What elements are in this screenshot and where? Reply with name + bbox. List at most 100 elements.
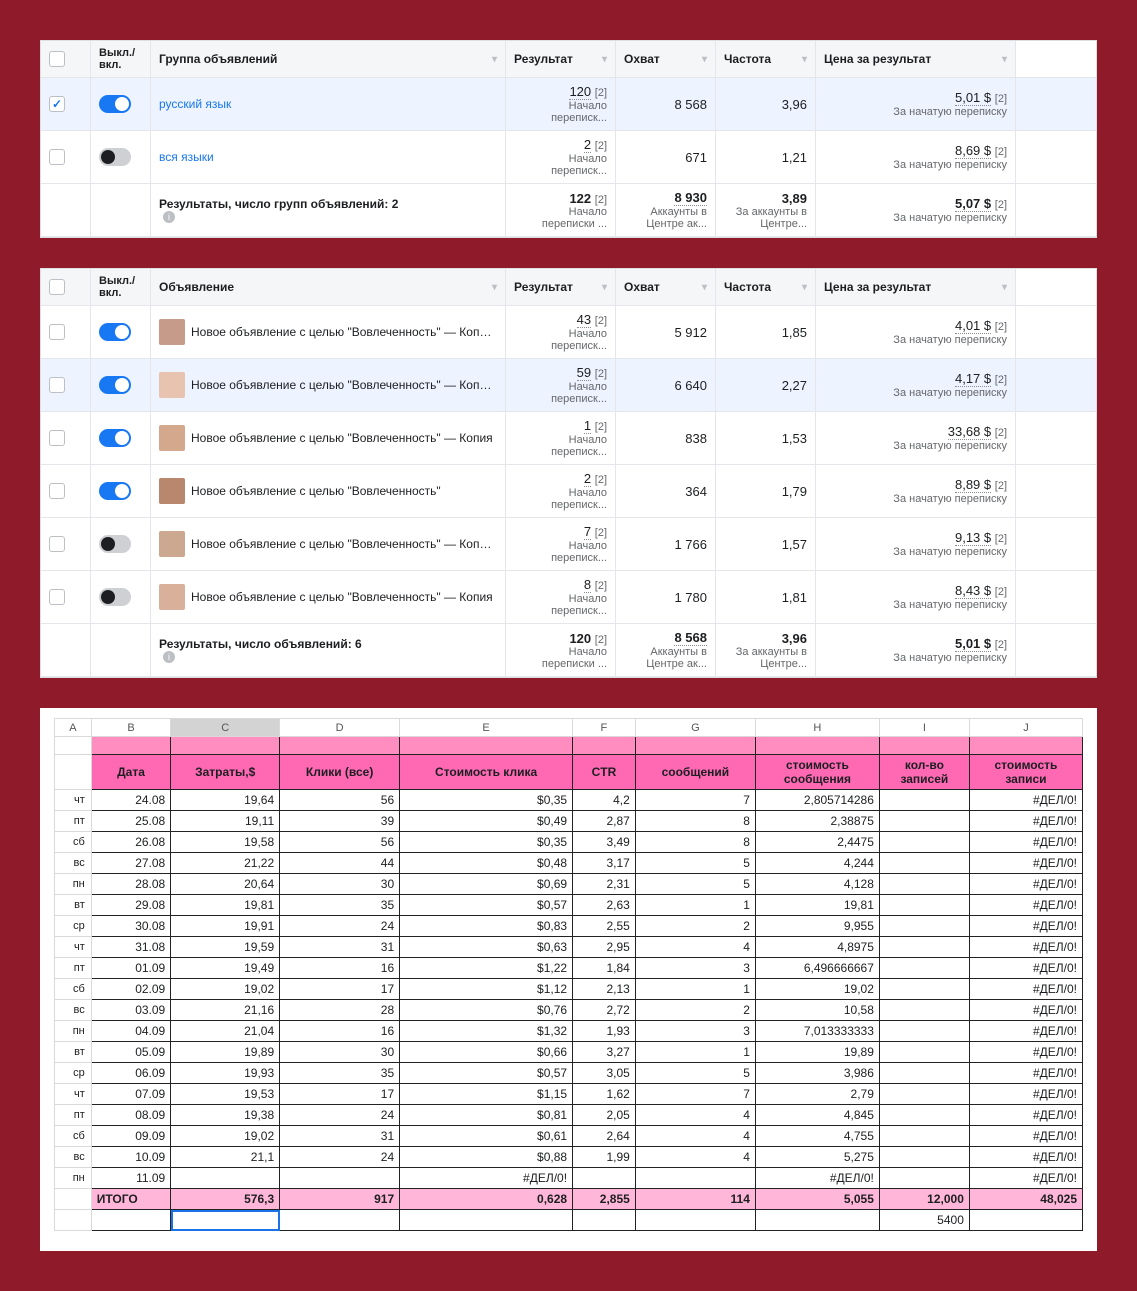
sheet-cell[interactable]: 4,2 bbox=[573, 790, 636, 811]
sheet-cell[interactable]: $0,35 bbox=[400, 832, 573, 853]
sheet-cell[interactable]: 1,62 bbox=[573, 1084, 636, 1105]
sheet-cell[interactable]: 2,95 bbox=[573, 937, 636, 958]
sheet-cell[interactable]: $0,49 bbox=[400, 811, 573, 832]
sheet-cell[interactable]: 19,81 bbox=[171, 895, 280, 916]
sheet-cell[interactable]: 20,64 bbox=[171, 874, 280, 895]
row-toggle[interactable] bbox=[91, 131, 151, 183]
row-checkbox[interactable] bbox=[41, 78, 91, 130]
sheet-cell[interactable]: 2,805714286 bbox=[755, 790, 879, 811]
sheet-cell[interactable]: 31 bbox=[280, 1126, 400, 1147]
sheet-cell[interactable]: 21,04 bbox=[171, 1021, 280, 1042]
sheet-cell[interactable] bbox=[755, 1210, 879, 1231]
sheet-cell[interactable]: 114 bbox=[635, 1189, 755, 1210]
row-checkbox[interactable] bbox=[41, 465, 91, 517]
sheet-cell[interactable]: 1 bbox=[635, 979, 755, 1000]
name-header[interactable]: Группа объявлений▾ bbox=[151, 41, 506, 77]
adset-name[interactable]: вся языки bbox=[159, 150, 497, 164]
sheet-cell[interactable]: #ДЕЛ/0! bbox=[969, 853, 1082, 874]
sheet-cell[interactable]: 04.09 bbox=[91, 1021, 170, 1042]
sheet-cell[interactable]: 07.09 bbox=[91, 1084, 170, 1105]
sheet-cell[interactable]: 9,955 bbox=[755, 916, 879, 937]
cpr-header[interactable]: Цена за результат▾ bbox=[816, 269, 1016, 305]
sheet-cell[interactable]: 24 bbox=[280, 1147, 400, 1168]
sheet-cell[interactable]: #ДЕЛ/0! bbox=[969, 874, 1082, 895]
sheet-cell[interactable]: #ДЕЛ/0! bbox=[969, 937, 1082, 958]
sheet-cell[interactable]: 19,53 bbox=[171, 1084, 280, 1105]
sheet-cell[interactable]: 4 bbox=[635, 937, 755, 958]
sheet-cell[interactable]: 8 bbox=[635, 811, 755, 832]
col-letter[interactable]: A bbox=[55, 719, 92, 737]
sheet-cell[interactable]: 2,72 bbox=[573, 1000, 636, 1021]
sheet-cell[interactable]: 4 bbox=[635, 1147, 755, 1168]
sheet-cell[interactable] bbox=[879, 853, 969, 874]
sheet-cell[interactable]: 19,59 bbox=[171, 937, 280, 958]
row-checkbox[interactable] bbox=[41, 518, 91, 570]
sheet-cell[interactable]: 35 bbox=[280, 895, 400, 916]
sheet-cell[interactable]: 5 bbox=[635, 853, 755, 874]
sheet-cell[interactable]: $0,57 bbox=[400, 1063, 573, 1084]
result-header[interactable]: Результат▾ bbox=[506, 269, 616, 305]
sheet-cell[interactable]: ИТОГО bbox=[91, 1189, 170, 1210]
reach-header[interactable]: Охват▾ bbox=[616, 41, 716, 77]
sheet-cell[interactable]: 39 bbox=[280, 811, 400, 832]
sheet-cell[interactable]: 06.09 bbox=[91, 1063, 170, 1084]
sheet-cell[interactable] bbox=[879, 937, 969, 958]
sheet-cell[interactable]: #ДЕЛ/0! bbox=[969, 811, 1082, 832]
info-icon[interactable]: i bbox=[163, 651, 175, 663]
sheet-cell[interactable]: 2,4475 bbox=[755, 832, 879, 853]
sheet-cell[interactable] bbox=[879, 916, 969, 937]
sheet-cell[interactable]: #ДЕЛ/0! bbox=[969, 1042, 1082, 1063]
sheet-cell[interactable]: 27.08 bbox=[91, 853, 170, 874]
sheet-cell[interactable]: #ДЕЛ/0! bbox=[969, 1021, 1082, 1042]
sheet-cell[interactable]: 19,02 bbox=[171, 979, 280, 1000]
sheet-cell[interactable]: 2,63 bbox=[573, 895, 636, 916]
sheet-cell[interactable]: 8 bbox=[635, 832, 755, 853]
sheet-cell[interactable] bbox=[879, 1168, 969, 1189]
sheet-cell[interactable]: 2,855 bbox=[573, 1189, 636, 1210]
sheet-cell[interactable] bbox=[879, 811, 969, 832]
sheet-cell[interactable] bbox=[573, 1210, 636, 1231]
sheet-cell[interactable]: 2,79 bbox=[755, 1084, 879, 1105]
sheet-cell[interactable]: #ДЕЛ/0! bbox=[969, 832, 1082, 853]
sheet-cell[interactable]: 7 bbox=[635, 790, 755, 811]
dropdown-icon[interactable]: ▾ bbox=[492, 54, 497, 65]
sheet-cell[interactable]: 21,22 bbox=[171, 853, 280, 874]
sheet-cell[interactable] bbox=[879, 979, 969, 1000]
sheet-cell[interactable]: 19,11 bbox=[171, 811, 280, 832]
sheet-cell[interactable]: $1,22 bbox=[400, 958, 573, 979]
sheet-cell[interactable]: 16 bbox=[280, 958, 400, 979]
sheet-cell[interactable]: 35 bbox=[280, 1063, 400, 1084]
sheet-cell[interactable]: 10,58 bbox=[755, 1000, 879, 1021]
sheet-cell[interactable]: 48,025 bbox=[969, 1189, 1082, 1210]
sheet-cell[interactable]: $0,76 bbox=[400, 1000, 573, 1021]
ad-name[interactable]: Новое объявление с целью "Вовлеченность"… bbox=[191, 378, 497, 392]
sheet-cell[interactable]: #ДЕЛ/0! bbox=[969, 1147, 1082, 1168]
sheet-cell[interactable]: 5,055 bbox=[755, 1189, 879, 1210]
sheet-cell[interactable]: 30 bbox=[280, 874, 400, 895]
col-letter[interactable]: C bbox=[171, 719, 280, 737]
sheet-cell[interactable]: 30.08 bbox=[91, 916, 170, 937]
sheet-cell[interactable] bbox=[879, 1042, 969, 1063]
row-toggle[interactable] bbox=[91, 78, 151, 130]
sheet-cell[interactable]: 01.09 bbox=[91, 958, 170, 979]
sheet-cell[interactable]: #ДЕЛ/0! bbox=[969, 1084, 1082, 1105]
sheet-cell[interactable]: 56 bbox=[280, 832, 400, 853]
sheet-cell[interactable]: $0,88 bbox=[400, 1147, 573, 1168]
sheet-cell[interactable]: 5 bbox=[635, 874, 755, 895]
checkbox-header[interactable] bbox=[41, 41, 91, 77]
sheet-cell[interactable]: 5400 bbox=[879, 1210, 969, 1231]
checkbox-header[interactable] bbox=[41, 269, 91, 305]
row-checkbox[interactable] bbox=[41, 131, 91, 183]
sheet-cell[interactable]: 3,05 bbox=[573, 1063, 636, 1084]
sheet-cell[interactable]: 28.08 bbox=[91, 874, 170, 895]
sheet-cell[interactable] bbox=[171, 1168, 280, 1189]
sheet-cell[interactable]: 19,64 bbox=[171, 790, 280, 811]
sheet-cell[interactable]: 17 bbox=[280, 979, 400, 1000]
ad-name[interactable]: Новое объявление с целью "Вовлеченность"… bbox=[191, 590, 493, 604]
sheet-cell[interactable]: 19,93 bbox=[171, 1063, 280, 1084]
ad-name[interactable]: Новое объявление с целью "Вовлеченность" bbox=[191, 484, 441, 498]
sheet-cell[interactable] bbox=[635, 1168, 755, 1189]
sheet-cell[interactable]: 19,02 bbox=[755, 979, 879, 1000]
selected-cell[interactable] bbox=[171, 1210, 280, 1231]
ad-name[interactable]: Новое объявление с целью "Вовлеченность"… bbox=[191, 537, 497, 551]
